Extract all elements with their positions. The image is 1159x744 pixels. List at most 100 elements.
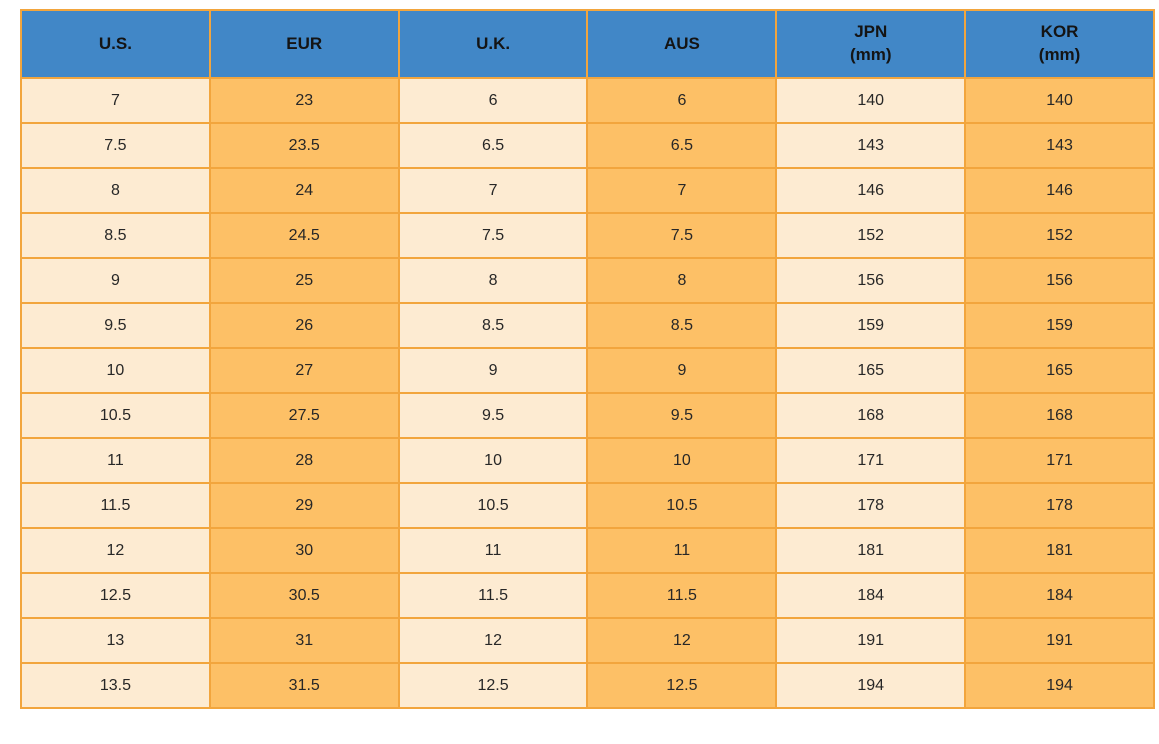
table-cell: 30.5 bbox=[208, 572, 400, 619]
size-conversion-table-container: U.S. EUR U.K. AUS JPN (mm) KOR (mm) 7 23 6 6 140 140… bbox=[20, 9, 1155, 709]
table-cell: 140 bbox=[964, 77, 1155, 124]
table-cell: 143 bbox=[775, 122, 967, 169]
column-header-label: EUR bbox=[286, 33, 323, 53]
column-header-eur: EUR bbox=[208, 9, 400, 79]
table-row: 7.5 23.5 6.5 6.5 143 143 bbox=[20, 122, 1155, 169]
table-cell: 12.5 bbox=[397, 662, 589, 709]
table-cell: 12 bbox=[20, 527, 211, 574]
table-cell: 9 bbox=[20, 257, 211, 304]
table-row: 9.5 26 8.5 8.5 159 159 bbox=[20, 302, 1155, 349]
table-cell: 140 bbox=[775, 77, 967, 124]
table-cell: 171 bbox=[964, 437, 1155, 484]
table-cell: 159 bbox=[964, 302, 1155, 349]
table-row: 11 28 10 10 171 171 bbox=[20, 437, 1155, 484]
table-cell: 168 bbox=[964, 392, 1155, 439]
column-header-uk: U.K. bbox=[397, 9, 589, 79]
table-row: 11.5 29 10.5 10.5 178 178 bbox=[20, 482, 1155, 529]
column-header-us: U.S. bbox=[20, 9, 211, 79]
table-cell: 9.5 bbox=[586, 392, 778, 439]
table-cell: 11.5 bbox=[397, 572, 589, 619]
header-row: U.S. EUR U.K. AUS JPN (mm) KOR (mm) bbox=[20, 9, 1155, 79]
table-cell: 24.5 bbox=[208, 212, 400, 259]
column-header-label: U.S. bbox=[98, 33, 132, 53]
table-cell: 181 bbox=[964, 527, 1155, 574]
table-cell: 146 bbox=[775, 167, 967, 214]
table-cell: 181 bbox=[775, 527, 967, 574]
table-row: 10.5 27.5 9.5 9.5 168 168 bbox=[20, 392, 1155, 439]
table-cell: 194 bbox=[775, 662, 967, 709]
table-cell: 8.5 bbox=[586, 302, 778, 349]
table-cell: 6.5 bbox=[586, 122, 778, 169]
table-cell: 156 bbox=[775, 257, 967, 304]
table-cell: 30 bbox=[208, 527, 400, 574]
table-cell: 9 bbox=[586, 347, 778, 394]
column-header-sublabel: (mm) bbox=[849, 45, 892, 64]
table-cell: 8.5 bbox=[20, 212, 211, 259]
table-cell: 10 bbox=[586, 437, 778, 484]
table-cell: 24 bbox=[208, 167, 400, 214]
table-cell: 31.5 bbox=[208, 662, 400, 709]
table-cell: 191 bbox=[964, 617, 1155, 664]
table-cell: 6 bbox=[586, 77, 778, 124]
table-cell: 27 bbox=[208, 347, 400, 394]
table-cell: 10.5 bbox=[20, 392, 211, 439]
table-cell: 171 bbox=[775, 437, 967, 484]
table-cell: 7 bbox=[586, 167, 778, 214]
table-cell: 178 bbox=[964, 482, 1155, 529]
table-cell: 10 bbox=[20, 347, 211, 394]
table-cell: 10.5 bbox=[586, 482, 778, 529]
table-cell: 8 bbox=[586, 257, 778, 304]
table-cell: 12 bbox=[586, 617, 778, 664]
column-header-label: U.K. bbox=[476, 33, 511, 53]
table-cell: 152 bbox=[775, 212, 967, 259]
table-cell: 178 bbox=[775, 482, 967, 529]
table-cell: 7 bbox=[397, 167, 589, 214]
table-cell: 8 bbox=[20, 167, 211, 214]
column-header-sublabel: (mm) bbox=[1038, 45, 1081, 64]
table-cell: 194 bbox=[964, 662, 1155, 709]
table-cell: 28 bbox=[208, 437, 400, 484]
table-cell: 7 bbox=[20, 77, 211, 124]
table-cell: 10.5 bbox=[397, 482, 589, 529]
column-header-label: AUS bbox=[663, 33, 700, 53]
table-cell: 143 bbox=[964, 122, 1155, 169]
table-cell: 7.5 bbox=[20, 122, 211, 169]
table-cell: 8.5 bbox=[397, 302, 589, 349]
table-cell: 11 bbox=[20, 437, 211, 484]
column-header-aus: AUS bbox=[586, 9, 778, 79]
table-row: 8.5 24.5 7.5 7.5 152 152 bbox=[20, 212, 1155, 259]
table-cell: 191 bbox=[775, 617, 967, 664]
table-cell: 6.5 bbox=[397, 122, 589, 169]
table-cell: 23.5 bbox=[208, 122, 400, 169]
table-cell: 156 bbox=[964, 257, 1155, 304]
table-cell: 9.5 bbox=[20, 302, 211, 349]
shoe-size-conversion-table: U.S. EUR U.K. AUS JPN (mm) KOR (mm) 7 23 6 6 140 140… bbox=[20, 9, 1155, 709]
table-cell: 184 bbox=[775, 572, 967, 619]
table-cell: 26 bbox=[208, 302, 400, 349]
table-row: 7 23 6 6 140 140 bbox=[20, 77, 1155, 124]
table-cell: 11 bbox=[397, 527, 589, 574]
table-cell: 165 bbox=[964, 347, 1155, 394]
table-body: 7 23 6 6 140 140 7.5 23.5 6.5 6.5 143 143 8 24 7 7 146 14… bbox=[20, 77, 1155, 709]
table-cell: 11.5 bbox=[20, 482, 211, 529]
table-row: 10 27 9 9 165 165 bbox=[20, 347, 1155, 394]
table-cell: 9 bbox=[397, 347, 589, 394]
table-cell: 11.5 bbox=[586, 572, 778, 619]
table-cell: 31 bbox=[208, 617, 400, 664]
table-row: 9 25 8 8 156 156 bbox=[20, 257, 1155, 304]
table-cell: 10 bbox=[397, 437, 589, 484]
column-header-label: JPN bbox=[854, 22, 888, 42]
column-header-label: KOR bbox=[1040, 22, 1079, 42]
table-cell: 165 bbox=[775, 347, 967, 394]
table-cell: 159 bbox=[775, 302, 967, 349]
table-cell: 29 bbox=[208, 482, 400, 529]
table-row: 8 24 7 7 146 146 bbox=[20, 167, 1155, 214]
table-header-row: U.S. EUR U.K. AUS JPN (mm) KOR (mm) bbox=[20, 9, 1155, 79]
table-cell: 6 bbox=[397, 77, 589, 124]
table-cell: 152 bbox=[964, 212, 1155, 259]
table-cell: 9.5 bbox=[397, 392, 589, 439]
table-cell: 11 bbox=[586, 527, 778, 574]
table-cell: 7.5 bbox=[586, 212, 778, 259]
table-row: 12.5 30.5 11.5 11.5 184 184 bbox=[20, 572, 1155, 619]
table-cell: 25 bbox=[208, 257, 400, 304]
